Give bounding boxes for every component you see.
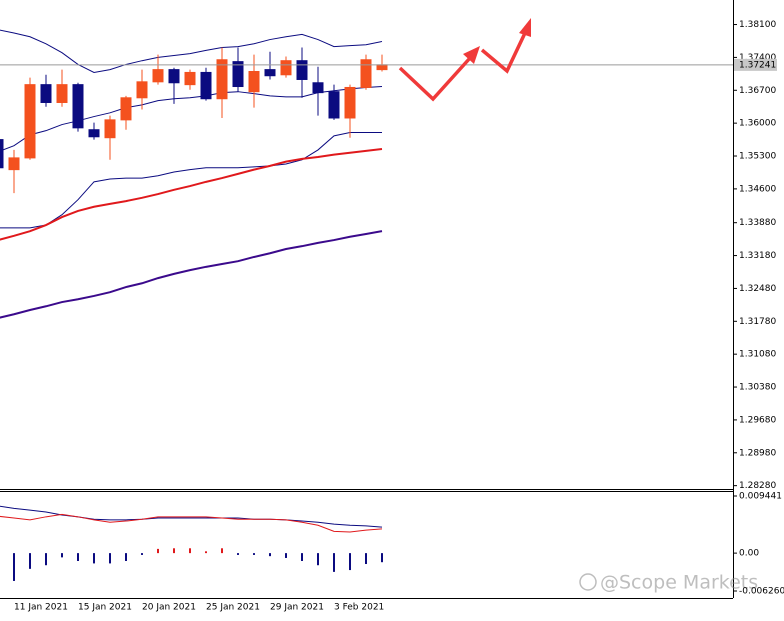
histogram-bar (205, 551, 207, 554)
histogram-bar (221, 548, 223, 554)
candle-body (344, 86, 356, 119)
candle-body (136, 81, 148, 99)
x-tick-label: 25 Jan 2021 (206, 603, 260, 613)
y-tick-label: 1.33880 (739, 218, 776, 228)
watermark-icon (579, 573, 597, 591)
y-tick-label: 1.34600 (739, 184, 776, 194)
histogram-bar (109, 553, 111, 564)
y-tick-label: 0.00 (739, 549, 759, 559)
x-tick-label: 3 Feb 2021 (334, 603, 384, 613)
candle-body (232, 61, 244, 88)
last-price-box (734, 58, 777, 71)
candle-body (376, 64, 388, 71)
candle-body (328, 91, 340, 119)
histogram-bar (189, 548, 191, 554)
candle-body (248, 70, 260, 93)
histogram-bar (29, 553, 31, 569)
histogram-bar (61, 553, 63, 558)
histogram-bar (13, 553, 15, 581)
histogram-bar (301, 553, 303, 561)
candle-body (296, 60, 308, 80)
candle-body (168, 69, 180, 84)
histogram-bar (333, 553, 335, 572)
indicator-line (0, 147, 383, 241)
forecast-arrows (398, 18, 531, 102)
y-tick-label: 1.28980 (739, 448, 776, 458)
y-tick-label: 1.32480 (739, 284, 776, 294)
histogram-bar (269, 553, 271, 557)
histogram-bar (349, 553, 351, 571)
y-tick-label: 1.31080 (739, 350, 776, 360)
candle-body (88, 129, 100, 138)
indicator-line (0, 505, 383, 528)
histogram-bar (77, 553, 79, 561)
histogram-bar (93, 553, 95, 564)
y-tick-label: 1.31780 (739, 317, 776, 327)
x-tick-label: 20 Jan 2021 (142, 603, 196, 613)
indicator-line (0, 29, 383, 73)
histogram-bar (381, 553, 383, 563)
candle-body (200, 71, 212, 100)
y-tick-label: 1.36700 (739, 86, 776, 96)
y-tick-label: 1.30380 (739, 383, 776, 393)
arrow (480, 32, 527, 74)
candle-body (120, 97, 132, 121)
indicator-line (0, 230, 383, 319)
indicator-line (0, 132, 382, 229)
candle-body (264, 69, 276, 77)
arrow (398, 56, 472, 102)
y-tick-label: 1.38100 (739, 20, 776, 30)
histogram-bar (125, 553, 127, 561)
histogram-bar (173, 548, 175, 554)
y-tick-label: -0.006260 (739, 587, 784, 597)
x-tick-label: 15 Jan 2021 (78, 603, 132, 613)
candle-body (56, 84, 68, 103)
candle-body (184, 71, 196, 86)
y-tick-label: 1.33180 (739, 251, 776, 261)
histogram-bar (45, 553, 47, 566)
histogram-bar (141, 553, 143, 555)
y-tick-label: 1.37400 (739, 53, 776, 63)
y-tick-label: 1.36000 (739, 119, 776, 129)
candle-body (280, 60, 292, 76)
plot-area (0, 29, 733, 581)
candle-body (40, 84, 52, 103)
histogram-bar (157, 548, 159, 554)
y-tick-label: 1.29680 (739, 415, 776, 425)
candle-body (152, 69, 164, 83)
arrowhead (519, 18, 531, 37)
x-tick-label: 29 Jan 2021 (270, 603, 324, 613)
candle-body (360, 59, 372, 88)
candle-body (0, 139, 4, 169)
watermark-text: @Scope Markets (600, 572, 758, 594)
histogram-bar (365, 553, 367, 565)
candle-body (216, 59, 228, 100)
arrowhead (463, 46, 480, 64)
candle-body (24, 84, 36, 159)
candle-body (8, 157, 20, 171)
y-tick-label: 1.28280 (739, 481, 776, 491)
y-tick-label: 1.35300 (739, 152, 776, 162)
candle-body (72, 84, 84, 129)
candle-body (104, 119, 116, 139)
histogram-bar (285, 553, 287, 558)
last-price-label: 1.37241 (739, 60, 776, 70)
watermark: @Scope Markets (579, 572, 758, 594)
histogram-bar (253, 553, 255, 555)
x-tick-label: 11 Jan 2021 (14, 603, 68, 613)
candle-body (312, 82, 324, 94)
histogram-bar (237, 553, 239, 555)
histogram-bar (317, 553, 319, 566)
y-tick-label: 0.009441 (739, 492, 782, 502)
indicator-line (0, 513, 383, 533)
